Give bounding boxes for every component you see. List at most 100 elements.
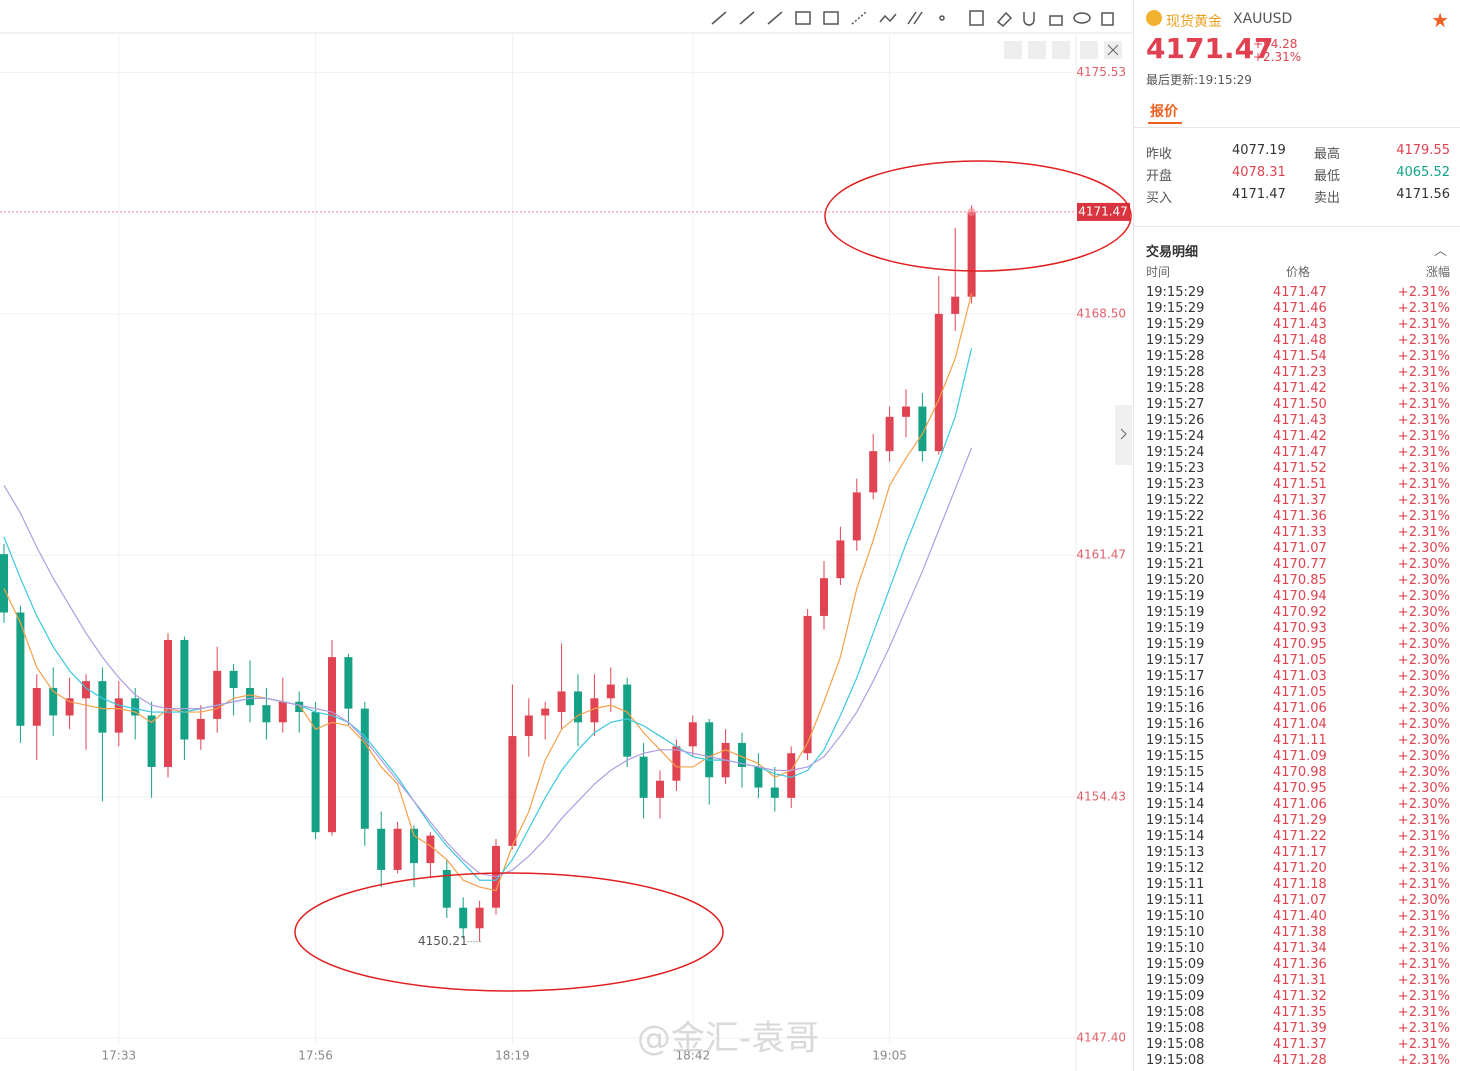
trade-row: 19:15:22 4171.37 +2.31%	[1146, 493, 1450, 509]
trade-price: 4170.92	[1273, 605, 1327, 620]
trade-price: 4171.11	[1273, 733, 1327, 748]
trade-time: 19:15:15	[1146, 749, 1205, 764]
trade-price: 4171.42	[1273, 429, 1327, 444]
tab-underline	[1148, 122, 1182, 124]
trade-change: +2.31%	[1397, 877, 1450, 892]
trade-change: +2.31%	[1397, 349, 1450, 364]
candle-body	[738, 742, 746, 767]
trade-row: 19:15:16 4171.04 +2.30%	[1146, 717, 1450, 733]
trade-row: 19:15:14 4171.22 +2.31%	[1146, 829, 1450, 845]
col-header: 涨幅	[1425, 265, 1450, 279]
trade-change: +2.31%	[1397, 333, 1450, 348]
chart-buttons[interactable]	[1004, 41, 1122, 59]
trade-time: 19:15:16	[1146, 701, 1205, 716]
trade-price: 4171.47	[1273, 445, 1327, 460]
candle-body	[934, 313, 943, 452]
trade-row: 19:15:23 4171.51 +2.31%	[1146, 477, 1450, 493]
x-tick-label: 18:42	[676, 1049, 711, 1063]
candle-body	[590, 698, 599, 723]
candle-body	[164, 639, 172, 767]
trade-time: 19:15:14	[1146, 797, 1205, 812]
candle-body	[82, 681, 90, 699]
collapse-icon	[1120, 428, 1127, 440]
trade-price: 4171.28	[1273, 1053, 1327, 1068]
trade-row: 19:15:10 4171.40 +2.31%	[1146, 909, 1450, 925]
trade-row: 19:15:20 4170.85 +2.30%	[1146, 573, 1450, 589]
trade-row: 19:15:10 4171.34 +2.31%	[1146, 941, 1450, 957]
trade-time: 19:15:28	[1146, 381, 1205, 396]
trade-row: 19:15:19 4170.92 +2.30%	[1146, 605, 1450, 621]
trade-time: 19:15:15	[1146, 733, 1205, 748]
trade-row: 19:15:17 4171.03 +2.30%	[1146, 669, 1450, 685]
candle-body	[49, 688, 58, 716]
trade-change: +2.31%	[1397, 973, 1450, 988]
candle-body	[32, 688, 41, 726]
candle-body	[213, 670, 222, 719]
x-tick-label: 17:56	[298, 1049, 333, 1063]
trade-price: 4170.95	[1273, 637, 1327, 652]
trade-time: 19:15:21	[1146, 541, 1205, 556]
trade-change: +2.31%	[1397, 925, 1450, 940]
trade-row: 19:15:09 4171.36 +2.31%	[1146, 957, 1450, 973]
trade-row: 19:15:21 4171.33 +2.31%	[1146, 525, 1450, 541]
collapse-arrow[interactable]: ︿	[1433, 244, 1447, 259]
candle-body	[180, 639, 189, 740]
x-tick-label: 17:33	[102, 1049, 137, 1063]
low-label: 4150.21	[418, 934, 468, 948]
trade-price: 4171.47	[1273, 285, 1327, 300]
toolbar[interactable]	[711, 10, 1114, 28]
trade-price: 4171.22	[1273, 829, 1327, 844]
trade-change: +2.31%	[1397, 445, 1450, 460]
trade-row: 19:15:29 4171.43 +2.31%	[1146, 317, 1450, 333]
trade-price: 4171.07	[1273, 893, 1327, 908]
trade-row: 19:15:14 4171.29 +2.31%	[1146, 813, 1450, 829]
trade-row: 19:15:29 4171.47 +2.31%	[1146, 285, 1450, 301]
watermark: @金汇-袁哥	[637, 1019, 819, 1059]
instrument-name: 现货黄金	[1166, 14, 1222, 30]
stat-label: 买入	[1146, 191, 1173, 206]
trade-change: +2.30%	[1397, 621, 1450, 636]
trade-row: 19:15:19 4170.95 +2.30%	[1146, 637, 1450, 653]
trade-row: 19:15:08 4171.37 +2.31%	[1146, 1037, 1450, 1053]
trade-time: 19:15:21	[1146, 525, 1205, 540]
trade-row: 19:15:15 4171.11 +2.30%	[1146, 733, 1450, 749]
trade-row: 19:15:23 4171.52 +2.31%	[1146, 461, 1450, 477]
collapse-button[interactable]	[1115, 405, 1132, 465]
gold-icon	[1146, 10, 1162, 26]
trade-row: 19:15:16 4171.06 +2.30%	[1146, 701, 1450, 717]
trade-change: +2.31%	[1397, 477, 1450, 492]
quote-panel: 现货黄金 XAUUSD ★ 4171.47 +94.28 +2.31% 最后更新…	[1133, 0, 1460, 1071]
stat-label: 卖出	[1314, 191, 1341, 206]
trade-change: +2.30%	[1397, 669, 1450, 684]
stat-label: 昨收	[1146, 147, 1173, 162]
col-header: 价格	[1286, 265, 1311, 279]
trade-change: +2.31%	[1397, 1053, 1450, 1068]
x-tick-label: 19:05	[872, 1049, 907, 1063]
trade-price: 4171.43	[1273, 413, 1327, 428]
trade-change: +2.31%	[1397, 525, 1450, 540]
y-tick-label: 4168.50	[1076, 306, 1126, 320]
trade-change: +2.31%	[1397, 381, 1450, 396]
trade-change: +2.31%	[1397, 1005, 1450, 1020]
trade-change: +2.30%	[1397, 685, 1450, 700]
candle-body	[639, 756, 648, 798]
tab[interactable]: 报价	[1150, 104, 1178, 120]
trade-change: +2.31%	[1397, 413, 1450, 428]
trade-time: 19:15:09	[1146, 973, 1205, 988]
stat-label: 最低	[1314, 169, 1341, 184]
trade-change: +2.30%	[1397, 733, 1450, 748]
candle-body	[98, 681, 107, 733]
divider	[1134, 127, 1460, 128]
candle-body	[754, 766, 763, 788]
candle-body	[475, 907, 484, 929]
candle-body	[246, 688, 254, 706]
trade-change: +2.31%	[1397, 957, 1450, 972]
trade-change: +2.31%	[1397, 989, 1450, 1004]
trade-row: 19:15:14 4171.06 +2.30%	[1146, 797, 1450, 813]
trade-price: 4170.94	[1273, 589, 1327, 604]
ma-line	[3, 447, 973, 878]
candle-body	[229, 670, 238, 689]
trade-change: +2.31%	[1397, 397, 1450, 412]
favorite-star[interactable]: ★	[1431, 8, 1449, 32]
trade-change: +2.31%	[1397, 845, 1450, 860]
